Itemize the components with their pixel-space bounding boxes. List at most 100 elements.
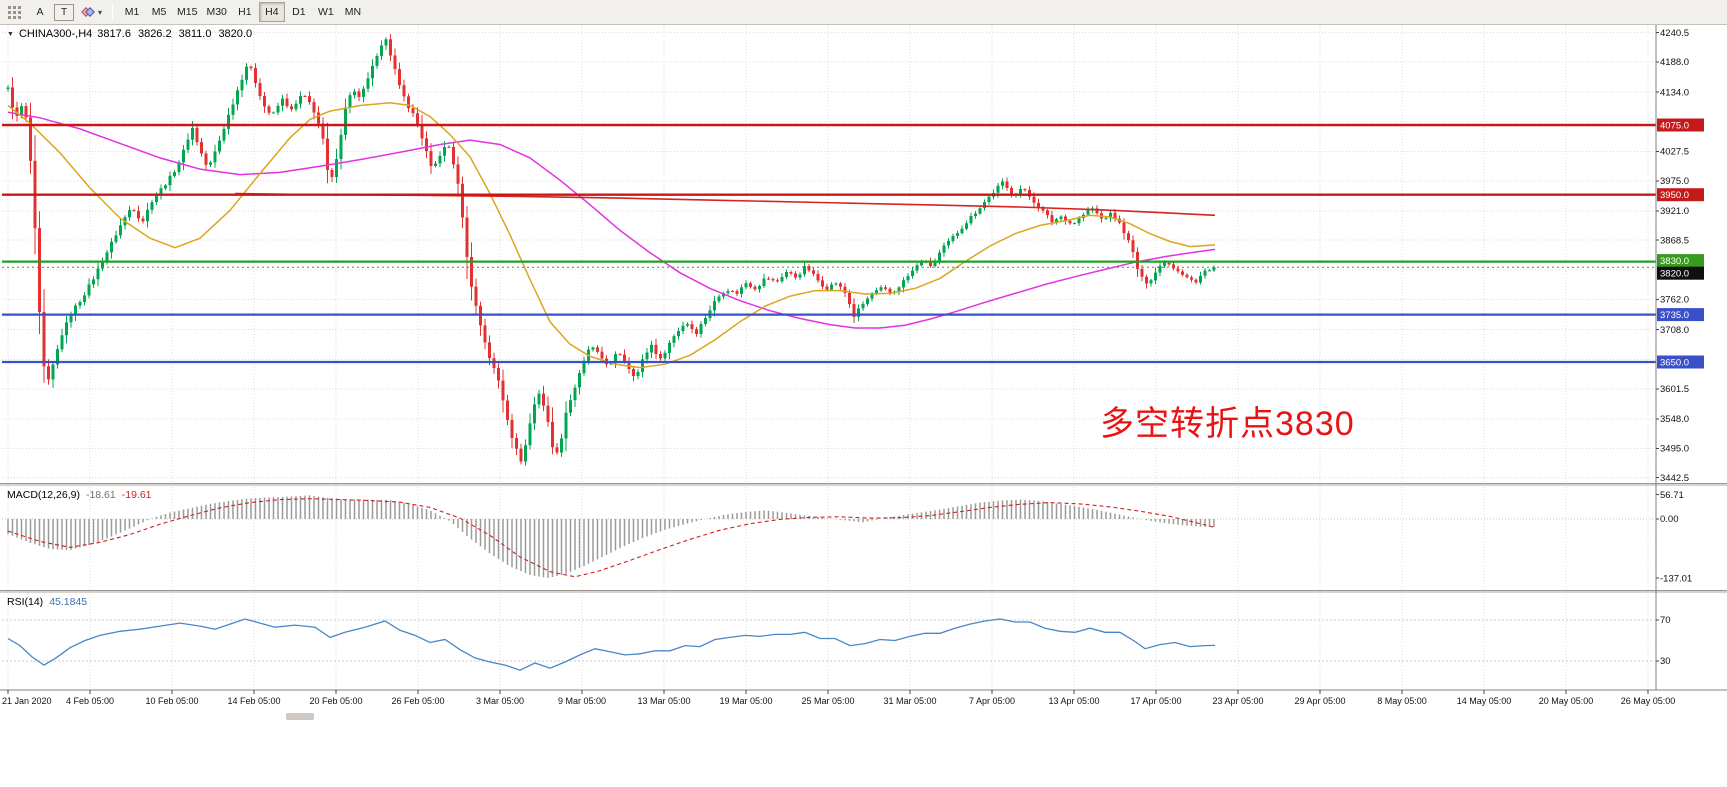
candle-body [272, 112, 275, 114]
date-label: 25 Mar 05:00 [801, 696, 854, 706]
candle-body [438, 155, 442, 164]
timeframe-button-mn[interactable]: MN [340, 2, 366, 22]
symbol-dropdown-icon[interactable]: ▼ [7, 30, 14, 38]
candle-body [1167, 262, 1171, 265]
timeframe-button-m1[interactable]: M1 [119, 2, 145, 22]
date-label: 23 Apr 05:00 [1212, 696, 1263, 706]
candle-body [186, 139, 190, 150]
candle-body [137, 210, 140, 219]
candle-body [1172, 264, 1175, 269]
candle-body [344, 107, 347, 135]
candle-body [852, 304, 856, 317]
candle-body [74, 305, 77, 316]
candle-body [951, 235, 955, 241]
macd-axis-label: 0.00 [1660, 514, 1679, 525]
candle-body [150, 202, 154, 210]
candle-body [443, 147, 446, 156]
price-line-label-text: 3735.0 [1660, 310, 1689, 321]
rsi-name: RSI(14) [7, 596, 44, 608]
candle-body [857, 308, 860, 317]
candle-body [87, 284, 91, 296]
candle-body [1086, 210, 1090, 215]
panel-separator[interactable] [0, 590, 1727, 594]
panel-separator[interactable] [0, 483, 1727, 487]
horizontal-scrollbar-thumb[interactable] [286, 713, 314, 720]
candle-body [978, 208, 982, 214]
date-label: 17 Apr 05:00 [1130, 696, 1181, 706]
candle-body [402, 85, 406, 97]
candle-body [290, 106, 293, 110]
date-label: 20 May 05:00 [1539, 696, 1594, 706]
candle-body [870, 293, 874, 299]
price-tick-label: 4188.0 [1660, 57, 1689, 68]
candle-body [515, 438, 518, 449]
candle-body [911, 270, 914, 276]
top-toolbar: A T ▾ M1 M5 M15 M30 H1 H4 D1 W1 MN [0, 0, 1727, 25]
candle-body [497, 368, 500, 381]
candle-body [371, 65, 374, 79]
grid-tool-button[interactable] [2, 2, 26, 22]
candle-body [1212, 267, 1216, 271]
timeframe-button-w1[interactable]: W1 [313, 2, 339, 22]
candle-body [1037, 202, 1040, 208]
price-line-label [1657, 355, 1704, 369]
candle-body [254, 68, 257, 83]
candle-body [731, 291, 734, 293]
candle-body [987, 196, 991, 203]
candle-body [942, 245, 946, 253]
candle-body [722, 293, 725, 297]
low-value: 3811.0 [178, 28, 212, 40]
timeframe-button-m30[interactable]: M30 [202, 2, 230, 22]
candle-body [51, 364, 55, 380]
time-axis[interactable] [0, 690, 1727, 711]
candle-body [524, 445, 527, 462]
candle-body [650, 344, 653, 353]
candle-body [578, 373, 581, 388]
candle-body [303, 96, 307, 97]
candle-body [488, 342, 491, 359]
date-label: 29 Apr 05:00 [1294, 696, 1345, 706]
timeframe-button-d1[interactable]: D1 [286, 2, 312, 22]
candle-body [389, 39, 392, 56]
chart-plot-area[interactable] [2, 25, 1655, 483]
candle-body [384, 39, 388, 46]
candle-body [146, 209, 149, 222]
candle-body [762, 278, 766, 287]
candle-body [564, 412, 568, 439]
candle-body [276, 105, 280, 113]
price-tick-label: 3442.5 [1660, 473, 1689, 484]
symbol-timeframe-label: CHINA300-,H4 [18, 28, 93, 40]
candle-body [299, 96, 302, 104]
timeframe-button-m15[interactable]: M15 [173, 2, 201, 22]
shapes-tool-button[interactable]: ▾ [76, 2, 106, 22]
candle-body [663, 353, 667, 359]
date-label: 8 May 05:00 [1377, 696, 1427, 706]
candle-body [573, 387, 577, 401]
candle-body [1109, 212, 1112, 219]
candle-body [456, 164, 460, 184]
candle-body [263, 96, 266, 107]
text-tool-button[interactable]: T [54, 3, 74, 21]
candle-body [312, 102, 316, 113]
candle-body [407, 96, 410, 109]
candle-body [659, 354, 662, 359]
candle-body [1131, 240, 1135, 252]
candle-body [132, 210, 136, 212]
candle-body [519, 448, 523, 462]
timeframe-button-m5[interactable]: M5 [146, 2, 172, 22]
candle-body [24, 106, 28, 118]
candle-body [1185, 274, 1189, 278]
candle-body [965, 223, 968, 229]
candle-body [240, 79, 244, 91]
candle-body [1073, 223, 1076, 225]
timeframe-button-h1[interactable]: H1 [232, 2, 258, 22]
chart-annotation-text[interactable]: 多空转折点3830 [1100, 405, 1355, 443]
candle-body [542, 393, 545, 406]
timeframe-button-h4[interactable]: H4 [258, 2, 285, 22]
candle-body [1140, 268, 1144, 277]
price-line-label [1657, 254, 1704, 268]
chart-canvas: 4240.5 4188.0 4134.0 4027.5 3975.0 3921.0 3868… [0, 25, 1727, 711]
price-tick-label: 4134.0 [1660, 87, 1689, 98]
cursor-tool-button[interactable]: A [28, 2, 52, 22]
